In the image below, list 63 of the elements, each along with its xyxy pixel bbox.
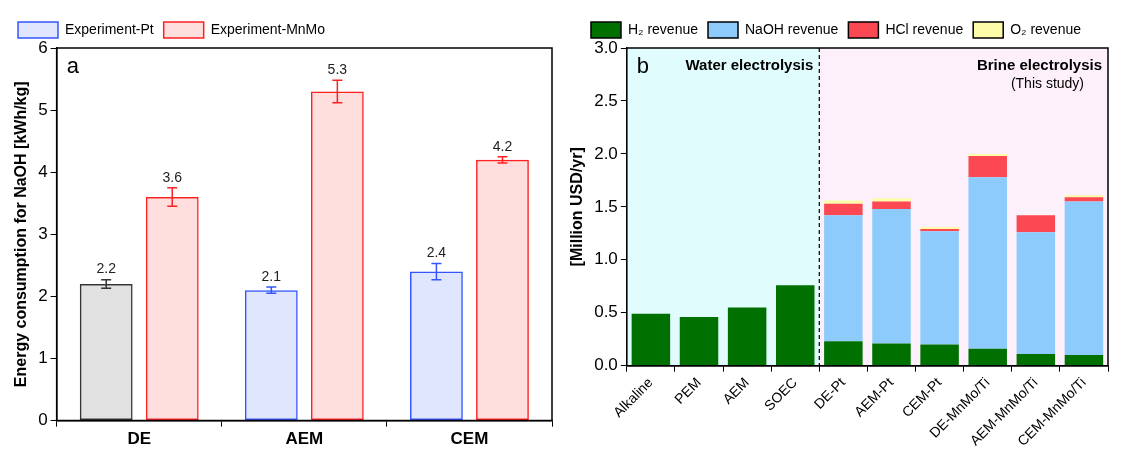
bar [872, 208, 911, 344]
bar [1064, 201, 1104, 356]
data-label: 2.1 [261, 267, 282, 284]
bar [968, 153, 1007, 157]
bar [824, 203, 863, 216]
bar [968, 156, 1007, 178]
legend-label: O₂ revenue [1010, 20, 1082, 37]
bar [872, 201, 911, 209]
x-tick-label: CEM [450, 429, 489, 449]
bar [679, 316, 719, 366]
y-tick-label: 3.0 [594, 37, 618, 57]
bar [244, 290, 298, 421]
bar [1064, 197, 1104, 202]
bar [824, 200, 863, 204]
legend-label: Experiment-MnMo [210, 20, 326, 37]
y-tick-label: 3 [38, 223, 48, 243]
data-label: 5.3 [327, 61, 348, 78]
data-label: 2.2 [96, 260, 117, 277]
bar [968, 348, 1007, 366]
bar [824, 215, 863, 342]
y-tick-label: 0 [38, 410, 48, 430]
y-tick-label: 4 [38, 161, 48, 181]
legend-label: H₂ revenue [627, 20, 699, 37]
annotation: a [66, 53, 80, 79]
y-tick-label: 5 [38, 99, 48, 119]
y-tick-label: 2.5 [594, 90, 618, 110]
y-tick-label: 1 [38, 348, 48, 368]
bar [920, 231, 959, 345]
legend-label: Experiment-Pt [65, 20, 154, 37]
bar [1016, 215, 1056, 233]
y-tick-label: 0.5 [594, 302, 618, 322]
y-tick-label: 2 [38, 286, 48, 306]
annotation: b [636, 53, 650, 79]
y-axis-title: Energy consumption for NaOH [kWh/kg] [12, 81, 30, 388]
x-tick-label: AEM [285, 429, 324, 449]
data-label: 4.2 [492, 137, 513, 154]
bar [824, 341, 863, 366]
y-tick-label: 2.0 [594, 143, 618, 163]
bar [79, 283, 133, 421]
y-tick-label: 6 [38, 37, 48, 57]
bar [476, 159, 529, 421]
band-label: Brine electrolysis (This study) [976, 55, 1102, 91]
bar [727, 307, 767, 366]
x-tick-label: DE [127, 429, 152, 449]
y-tick-label: 0.0 [594, 355, 618, 375]
bar [1016, 354, 1056, 366]
legend-label: HCl revenue [885, 20, 964, 37]
legend-label: NaOH revenue [745, 20, 839, 37]
bar [1016, 232, 1056, 355]
band-label: Water electrolysis [685, 55, 814, 73]
y-tick-label: 1.0 [594, 249, 618, 269]
y-axis-title: [Million USD/yr] [568, 147, 586, 267]
bar [631, 313, 671, 366]
bar [872, 198, 911, 202]
data-label: 2.4 [426, 244, 447, 261]
bar [872, 343, 911, 366]
bar [920, 344, 959, 366]
data-label: 3.6 [162, 168, 183, 185]
bar [1064, 195, 1104, 198]
bar [775, 285, 815, 366]
bar [1064, 355, 1104, 366]
bar [968, 177, 1007, 349]
y-tick-label: 1.5 [594, 196, 618, 216]
